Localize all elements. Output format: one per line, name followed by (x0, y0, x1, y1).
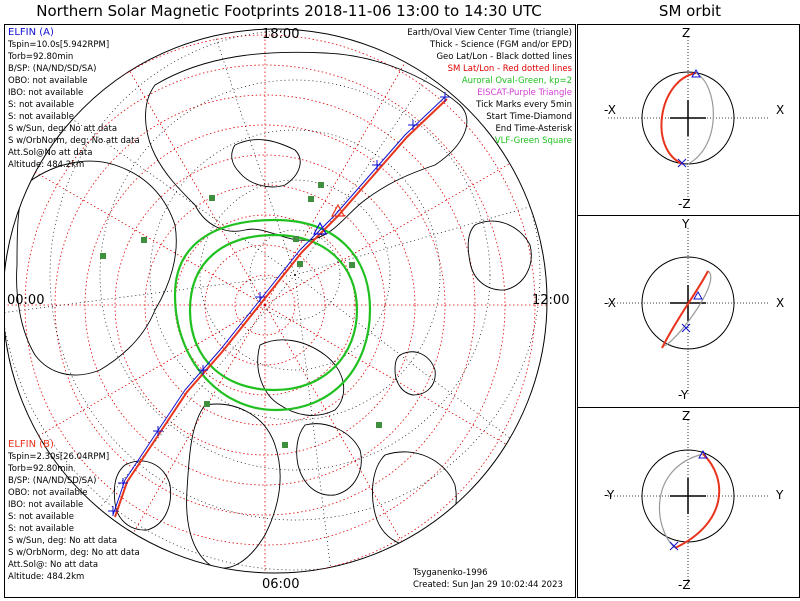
elfin-a-name: ELFIN (A) (8, 27, 54, 38)
clock-label-bottom: 06:00 (262, 577, 300, 592)
vlf-stations (100, 182, 382, 448)
polar-map-svg (5, 28, 548, 574)
orbit-end-marker (677, 158, 687, 168)
legend-item: EISCAT-Purple Triangle (477, 88, 572, 98)
elfin-b-line: Att.Sol@: No att data (8, 560, 99, 570)
elfin-b-line: IBO: not available (8, 500, 84, 510)
orbit-start-marker (698, 449, 708, 459)
sm2-top: Y (682, 217, 690, 231)
polar-map-panel: 18:00 00:00 12:00 06:00 ELFIN (A) Tspin=… (4, 24, 576, 598)
elfin-a-line: B/SP: (NA/ND/SD/SA) (8, 64, 97, 74)
legend-item: Auroral Oval-Green, kp=2 (461, 76, 572, 86)
elfin-a-line: S w/Sun, deg: No att data (8, 124, 118, 134)
legend-item: Start Time-Diamond (486, 112, 572, 122)
sm3-top: Z (682, 409, 691, 423)
elfin-a-line: OBO: not available (8, 76, 88, 86)
elfin-b-line: S w/OrbNorm, deg: No att data (8, 548, 140, 558)
elfin-b-line: Torb=92.80min (8, 464, 74, 474)
orbit-far-side (662, 270, 712, 347)
sm-dotted-axes (608, 228, 768, 394)
sm3-right: Y (776, 488, 784, 502)
sm2-right: X (776, 296, 785, 310)
legend-item: VLF-Green Square (494, 136, 572, 146)
orbit-near-side (674, 453, 721, 549)
elfin-b-line: S w/Sun, deg: No att data (8, 536, 118, 546)
elfin-b-track (114, 98, 448, 518)
elfin-a-line: IBO: not available (8, 88, 84, 98)
elfin-b-line: Tspin=2.30s[26.04RPM] (8, 452, 110, 462)
track-ticks (108, 92, 450, 516)
earth-cross (670, 478, 706, 514)
clock-label-top: 18:00 (262, 27, 300, 42)
map-clip-group (5, 29, 547, 573)
elfin-a-info: ELFIN (A) Tspin=10.0s[5.942RPM] Torb=92.8… (8, 27, 140, 171)
elfin-a-line: S: not available (8, 112, 74, 122)
elfin-b-line: S: not available (8, 524, 74, 534)
sm-orbit-xz-svg (608, 37, 768, 203)
orbit-near-side (660, 72, 697, 165)
orbit-end-marker (669, 541, 679, 551)
elfin-a-line: Att.Sol@No att data (8, 148, 93, 158)
sm3-left: -Y (604, 488, 615, 502)
elfin-b-lines: Tspin=2.30s[26.04RPM] Torb=92.80min B/SP: … (8, 451, 140, 583)
sm-orbit-yz-svg (608, 420, 768, 586)
sm3-bottom: -Z (678, 578, 691, 592)
view-center-triangle-a (312, 221, 328, 235)
plot-title: Northern Solar Magnetic Footprints 2018-… (36, 2, 542, 20)
orbit-end-marker (681, 323, 691, 333)
sm-orbit-panel-xy: Y -Y -X X (577, 215, 800, 408)
sm-dotted-axes (608, 37, 768, 203)
sm-lon-lines (5, 29, 547, 573)
elfin-b-line: Altitude: 484.2km (8, 572, 85, 582)
earth-circle (641, 256, 735, 350)
sm-orbit-panel-xz: Z -Z -X X (577, 24, 800, 216)
sm2-left: -X (604, 296, 616, 310)
coastlines (16, 51, 532, 569)
elfin-b-name: ELFIN (B) (8, 439, 54, 450)
legend-item: Tick Marks every 5min (476, 100, 572, 110)
geo-grid (5, 29, 547, 573)
map-disk-outline (5, 28, 548, 574)
auroral-ovals (173, 218, 372, 412)
legend-item: Earth/Oval View Center Time (triangle) (407, 28, 572, 38)
clock-label-right: 12:00 (532, 293, 570, 308)
sm-orbit-xy-svg (608, 228, 768, 394)
orbit-near-side (661, 270, 709, 349)
orbit-start-marker (691, 68, 701, 78)
legend-item: Thick - Science (FGM and/or EPD) (429, 40, 572, 50)
legend-item: Geo Lat/Lon - Black dotted lines (436, 52, 572, 62)
elfin-a-line: Torb=92.80min (8, 52, 74, 62)
elfin-b-info: ELFIN (B) Tspin=2.30s[26.04RPM] Torb=92.8… (8, 439, 140, 583)
sm-orbit-title: SM orbit (658, 2, 722, 20)
footer: Tsyganenko-1996 Created: Sun Jan 29 10:0… (413, 567, 563, 591)
orbit-far-side (659, 453, 704, 549)
sm1-right: X (776, 103, 785, 117)
orbit-start-marker (693, 290, 703, 300)
elfin-a-line: Altitude: 484.2km (8, 160, 85, 170)
clock-label-left: 00:00 (7, 293, 45, 308)
orbit-far-side (687, 72, 714, 165)
created-label: Created: Sun Jan 29 10:02:44 2023 (413, 580, 563, 590)
sm1-top: Z (682, 26, 691, 40)
elfin-a-line: S w/OrbNorm, deg: No att data (8, 136, 140, 146)
sm-orbit-panel-yz: Z -Z -Y Y (577, 407, 800, 598)
legend: Earth/Oval View Center Time (triangle) Th… (407, 27, 572, 147)
legend-item: SM Lat/Lon - Red dotted lines (447, 64, 572, 74)
legend-item: End Time-Asterisk (495, 124, 572, 134)
elfin-a-line: S: not available (8, 100, 74, 110)
elfin-b-line: OBO: not available (8, 488, 88, 498)
elfin-a-lines: Tspin=10.0s[5.942RPM] Torb=92.80min B/SP: … (8, 39, 140, 171)
view-center-triangle-b (330, 203, 346, 217)
sm-dotted-axes (608, 420, 768, 586)
earth-cross (670, 100, 706, 136)
sm2-bottom: -Y (678, 388, 689, 402)
elfin-b-line: B/SP: (NA/ND/SD/SA) (8, 476, 97, 486)
sm1-bottom: -Z (678, 197, 691, 211)
model-label: Tsyganenko-1996 (413, 568, 488, 578)
elfin-b-line: S: not available (8, 512, 74, 522)
sm1-left: -X (604, 103, 616, 117)
elfin-a-line: Tspin=10.0s[5.942RPM] (8, 40, 110, 50)
